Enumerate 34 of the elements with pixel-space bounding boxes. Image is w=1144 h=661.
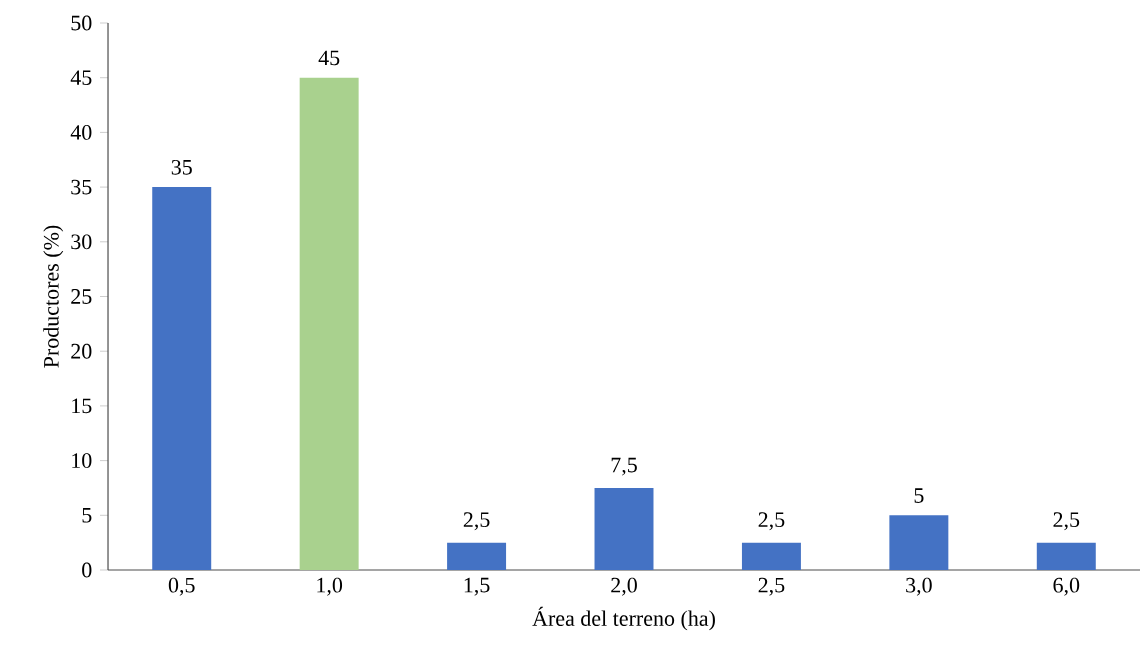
data-label: 7,5 [611, 457, 637, 476]
data-label: 45 [318, 50, 340, 66]
y-tick-label: 15 [72, 398, 92, 414]
data-label: 5 [914, 488, 924, 503]
x-tick-label: 2,5 [758, 577, 785, 596]
x-tick-label: 3,0 [906, 577, 932, 596]
x-tick-label: 1,0 [317, 577, 343, 596]
y-tick-label: 30 [71, 234, 92, 250]
x-tick-label: 1,5 [464, 577, 490, 596]
bar [447, 542, 507, 570]
data-label: 2,5 [1053, 512, 1080, 531]
bar [299, 77, 359, 570]
y-axis-title: Productores (%) [43, 225, 64, 368]
y-tick-label: 10 [72, 453, 92, 469]
bar [741, 542, 801, 570]
y-tick-label: 45 [70, 70, 92, 86]
x-tick-label: 0,5 [168, 577, 195, 596]
y-tick-label: 20 [71, 343, 92, 359]
x-tick-label: 6,0 [1053, 577, 1080, 596]
y-tick-label: 35 [71, 179, 92, 195]
y-tick-label: 0 [82, 562, 92, 578]
bar [1036, 542, 1096, 570]
x-axis-title: Área del terreno (ha) [532, 606, 715, 631]
bar [594, 487, 654, 570]
y-tick-label: 5 [82, 508, 92, 523]
data-label: 2,5 [463, 512, 490, 531]
y-tick-label: 25 [71, 289, 92, 304]
y-tick-label: 40 [70, 124, 92, 140]
bar [889, 515, 949, 570]
bar [152, 187, 212, 570]
x-tick-label: 2,0 [611, 577, 637, 596]
y-tick-label: 50 [71, 15, 92, 31]
data-label: 2,5 [758, 512, 785, 531]
data-label: 35 [171, 159, 192, 175]
